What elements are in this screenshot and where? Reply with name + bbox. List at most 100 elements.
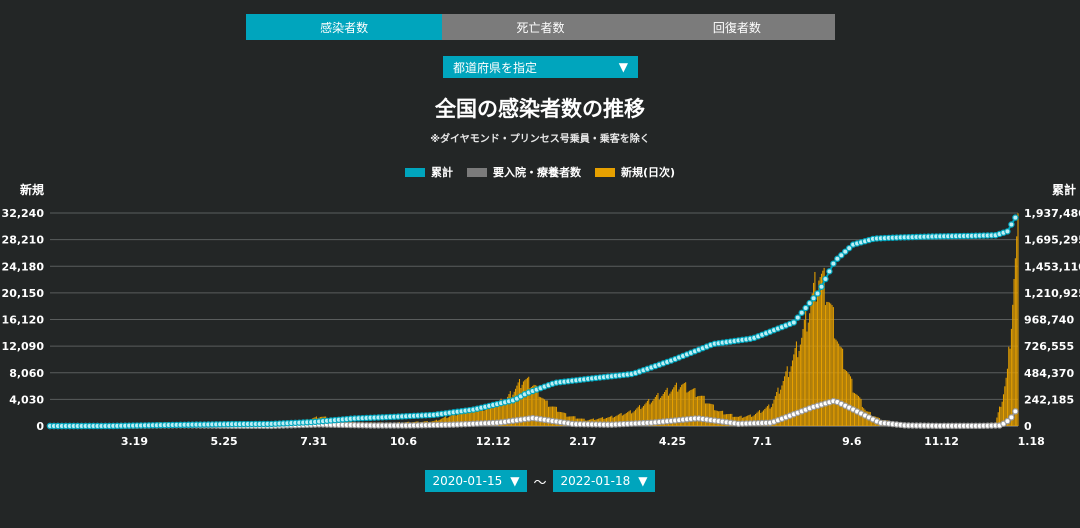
y-right-tick-label: 1,453,110 [1024,260,1080,273]
daily-bar [689,390,691,426]
metric-tabs: 感染者数 死亡者数 回復者数 [246,14,835,40]
daily-bar [840,347,842,426]
daily-bar [534,385,536,426]
legend-item-inpatient[interactable]: 要入院・療養者数 [466,164,581,180]
daily-bar [515,388,517,426]
daily-bar [530,387,532,426]
daily-bar [508,394,510,426]
daily-bar [547,406,550,426]
daily-bar [831,305,833,426]
daily-bar [512,394,514,426]
daily-bar [822,270,824,426]
daily-bar [776,391,778,426]
daily-bar [665,389,667,426]
daily-bar [700,395,703,426]
daily-bar [699,395,701,426]
inpatient-point [1004,417,1011,425]
daily-bar [537,386,539,426]
daily-bar [817,291,819,426]
daily-bar [451,414,453,426]
daily-bar [1008,346,1010,426]
tab-infections[interactable]: 感染者数 [246,14,443,40]
daily-bar [449,416,451,426]
daily-bar [756,412,758,426]
daily-bar [778,393,780,426]
daily-bar [563,412,565,426]
daily-bar [453,413,455,426]
daily-bar [711,404,713,426]
cumulative-point [798,309,805,316]
daily-bar [677,391,679,426]
daily-bar [562,412,564,426]
cumulative-point [790,319,798,326]
y-left-tick-label: 0 [36,420,44,433]
cumulative-point [1004,228,1011,235]
daily-bar [764,408,766,426]
daily-bar [1014,258,1016,426]
legend-label-inpatient: 要入院・療養者数 [492,166,581,179]
daily-bar [623,414,625,426]
daily-bar [997,412,999,426]
daily-bar [574,416,576,426]
daily-bar [1000,406,1002,426]
legend-item-daily[interactable]: 新規(日次) [594,164,675,180]
x-tick-label: 5.25 [211,435,238,448]
daily-bar [553,406,555,426]
daily-bar [450,415,452,426]
daily-bar [819,277,821,426]
cumulative-point [845,244,853,252]
daily-bar [805,310,807,426]
daily-bar [1010,328,1012,426]
daily-bar [781,385,783,426]
daily-bar [484,409,486,426]
daily-bar [475,411,477,426]
daily-bar [642,405,644,426]
daily-bar [815,301,817,426]
y-right-tick-label: 726,555 [1024,340,1074,353]
daily-bar [814,271,816,426]
y-right-tick-label: 0 [1024,420,1032,433]
daily-bar [483,410,485,426]
daily-bar [474,412,476,426]
cumulative-point [818,283,825,290]
daily-bar [809,313,811,426]
end-date-select[interactable]: 2022-01-18 ▼ [552,470,656,492]
start-date-select[interactable]: 2020-01-15 ▼ [424,470,528,492]
tab-deaths[interactable]: 死亡者数 [442,14,639,40]
daily-bar [1004,386,1006,426]
daily-bar [842,348,844,426]
daily-bar [565,413,567,426]
daily-bar [690,389,692,426]
daily-bar [493,406,495,426]
daily-bar [762,410,764,426]
prefecture-select[interactable]: 都道府県を指定 ▼ [443,56,638,78]
daily-bar [617,414,619,426]
daily-bar [615,416,617,426]
daily-bar [620,412,622,426]
daily-bar [835,339,837,426]
y-right-tick-label: 1,937,480 [1024,207,1080,220]
daily-bar [687,391,689,426]
cumulative-point [1008,221,1015,228]
daily-bar [602,417,604,426]
daily-bar [784,376,786,426]
daily-bar [520,387,522,426]
daily-bar [769,408,771,426]
daily-bar [847,372,849,426]
daily-bar [1001,401,1003,426]
daily-bar [528,376,530,426]
daily-bar [513,391,515,426]
daily-bar [839,346,841,426]
daily-bar [516,385,518,426]
daily-bar [625,413,627,426]
daily-bar [644,404,646,426]
daily-bar [720,410,722,426]
tab-recoveries[interactable]: 回復者数 [638,14,835,40]
daily-bar [669,393,671,426]
cumulative-point [1012,214,1019,221]
daily-bar [608,416,610,426]
legend-item-cumulative[interactable]: 累計 [404,164,453,180]
cumulative-point [834,255,841,262]
daily-bar [491,403,493,426]
daily-bar [675,382,677,426]
